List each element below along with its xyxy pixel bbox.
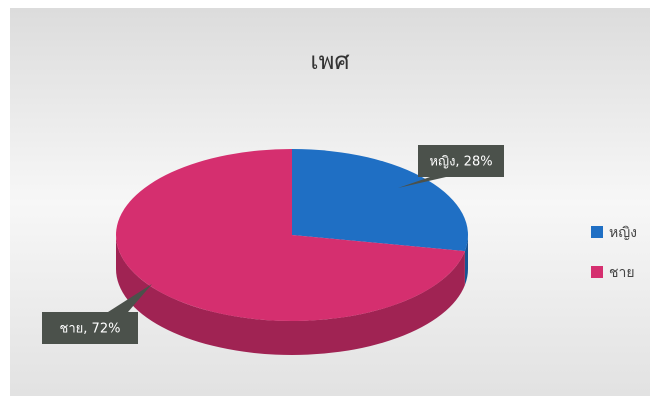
callout-box [418, 145, 504, 177]
data-label: หญิง, 28% [429, 155, 492, 170]
legend-label: หญิง [609, 225, 637, 241]
callout-pointer [108, 284, 152, 312]
chart-title: เพศ [310, 47, 349, 75]
legend-swatch [591, 266, 603, 278]
pie-slice [292, 149, 469, 252]
legend-swatch [591, 226, 603, 238]
legend-label: ชาย [609, 265, 635, 281]
pie-side [116, 235, 465, 356]
data-label: ชาย, 72% [60, 322, 121, 337]
pie-side [464, 235, 468, 286]
callout-pointer [398, 177, 446, 188]
pie-slice [116, 149, 465, 321]
callout-box [42, 312, 138, 344]
